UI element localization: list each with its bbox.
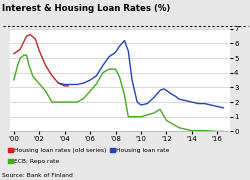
Text: Source: Bank of Finland: Source: Bank of Finland	[2, 173, 74, 178]
Legend: Housing loan rates (old series), Housing loan rate: Housing loan rates (old series), Housing…	[6, 145, 172, 155]
Text: Interest & Housing Loan Rates (%): Interest & Housing Loan Rates (%)	[2, 4, 171, 13]
Legend: ECB: Repo rate: ECB: Repo rate	[6, 156, 62, 166]
